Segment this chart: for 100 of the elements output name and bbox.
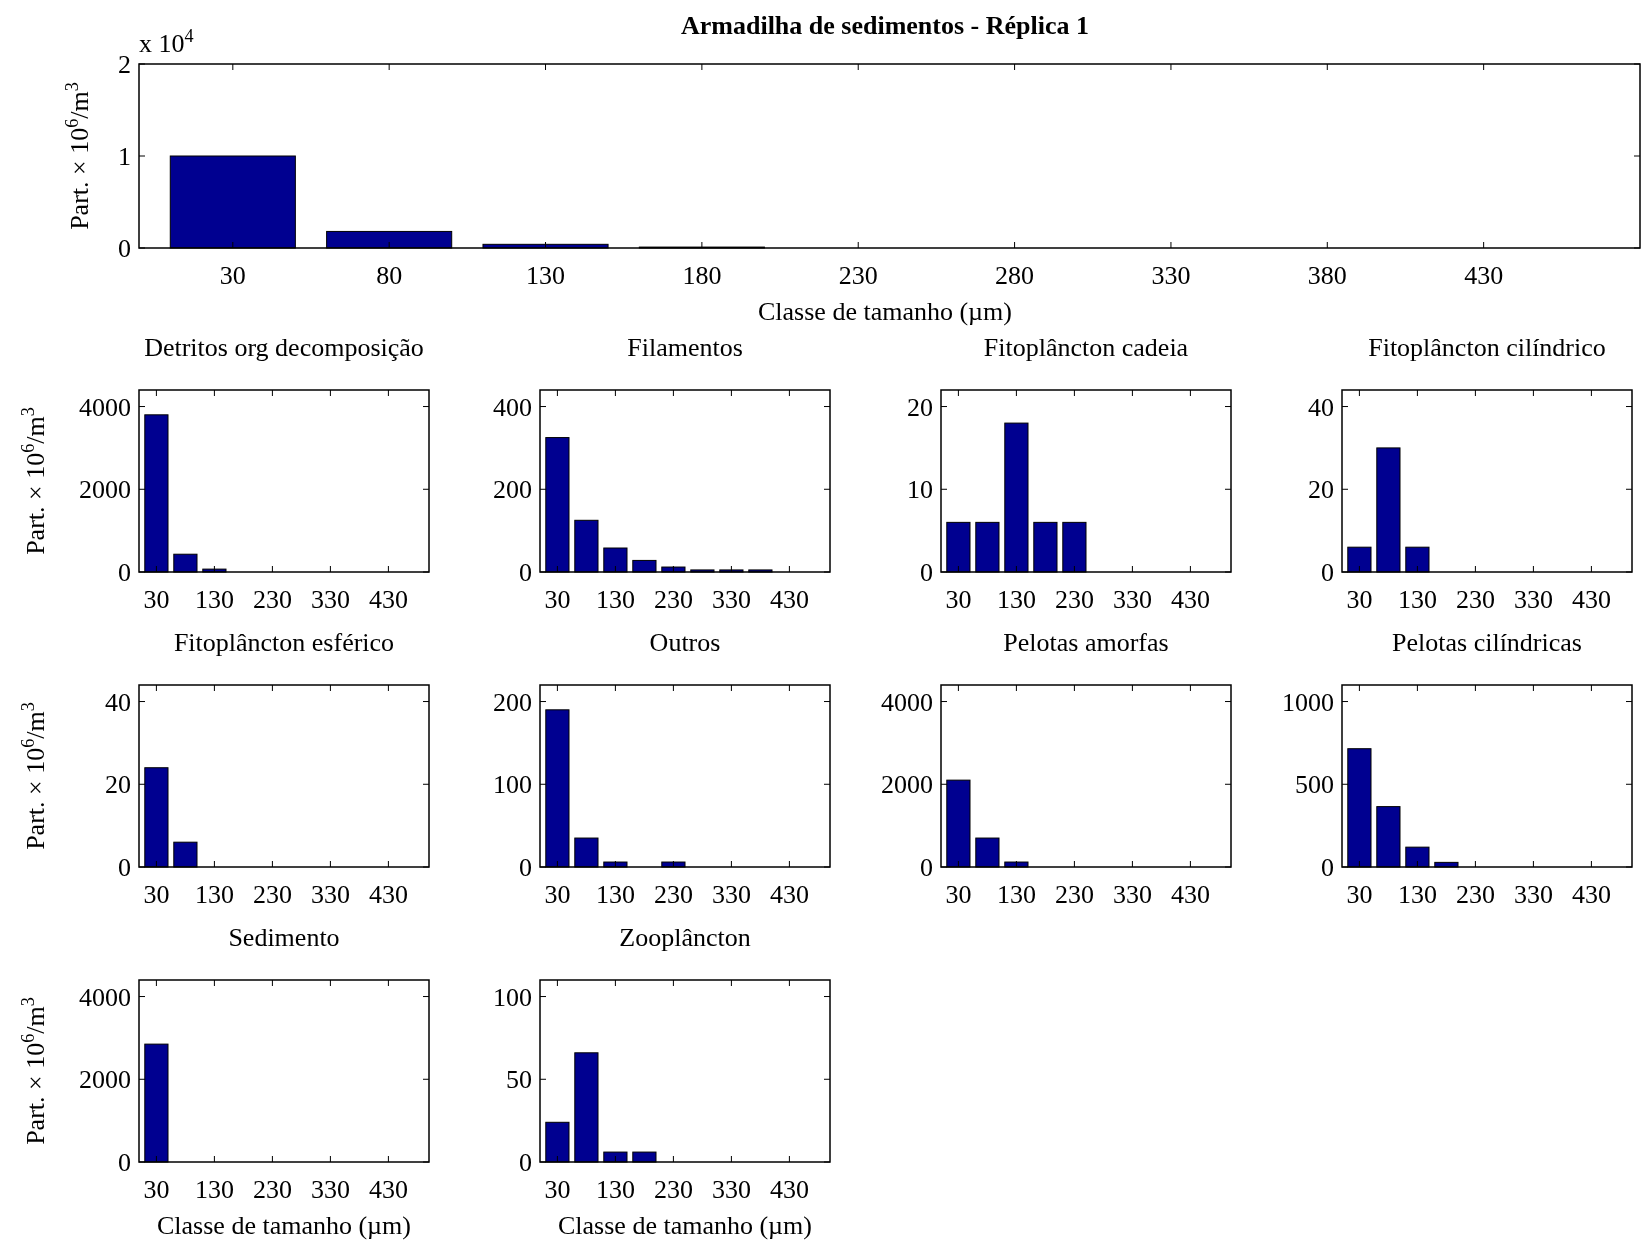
x-tick-label: 230 bbox=[653, 585, 693, 614]
x-tick-label: 130 bbox=[194, 880, 234, 909]
y-tick-label: 400 bbox=[493, 392, 532, 422]
x-tick-label: 430 bbox=[368, 1175, 408, 1204]
x-tick-label: 430 bbox=[1464, 261, 1504, 290]
x-tick-label: 330 bbox=[1513, 585, 1553, 614]
x-tick-label: 30 bbox=[945, 880, 972, 909]
x-tick-label: 30 bbox=[1346, 585, 1373, 614]
y-tick-label: 4000 bbox=[79, 392, 131, 422]
x-tick-label: 380 bbox=[1307, 261, 1347, 290]
x-tick-label: 180 bbox=[682, 261, 722, 290]
x-tick-label: 230 bbox=[838, 261, 878, 290]
x-tick-label: 230 bbox=[653, 1175, 693, 1204]
x-tick-label: 30 bbox=[544, 585, 571, 614]
x-axis-title: Classe de tamanho (µm) bbox=[558, 1211, 812, 1240]
x-tick-label: 130 bbox=[1397, 880, 1437, 909]
x-tick-label: 430 bbox=[368, 880, 408, 909]
y-tick-label: 40 bbox=[105, 687, 131, 717]
x-tick-label: 30 bbox=[544, 880, 571, 909]
y-tick-label: 0 bbox=[920, 558, 933, 588]
x-tick-label: 330 bbox=[310, 880, 350, 909]
x-tick-label: 430 bbox=[769, 1175, 809, 1204]
x-tick-label: 130 bbox=[595, 1175, 635, 1204]
x-tick-label: 130 bbox=[996, 585, 1036, 614]
x-tick-label: 230 bbox=[1054, 585, 1094, 614]
chart-title: Fitoplâncton cilíndrico bbox=[1368, 333, 1606, 362]
y-tick-label: 0 bbox=[118, 558, 131, 588]
x-tick-label: 330 bbox=[310, 585, 350, 614]
x-tick-label: 130 bbox=[526, 261, 566, 290]
x-tick-label: 430 bbox=[368, 585, 408, 614]
x-tick-label: 130 bbox=[996, 880, 1036, 909]
y-tick-label: 0 bbox=[1321, 853, 1334, 883]
chart-title: Detritos org decomposição bbox=[144, 333, 424, 362]
y-tick-label: 2 bbox=[118, 50, 131, 80]
y-tick-label: 500 bbox=[1295, 770, 1334, 800]
x-tick-label: 430 bbox=[1170, 585, 1210, 614]
x-tick-label: 30 bbox=[143, 1175, 170, 1204]
y-tick-label: 200 bbox=[493, 687, 532, 717]
chart-title: Pelotas amorfas bbox=[1003, 628, 1169, 657]
y-tick-label: 1 bbox=[118, 142, 131, 172]
x-axis-title: Classe de tamanho (µm) bbox=[157, 1211, 411, 1240]
x-tick-label: 430 bbox=[1571, 585, 1611, 614]
x-tick-label: 30 bbox=[219, 261, 246, 290]
x-tick-label: 30 bbox=[143, 585, 170, 614]
x-tick-label: 330 bbox=[310, 1175, 350, 1204]
x-tick-label: 230 bbox=[653, 880, 693, 909]
x-tick-label: 230 bbox=[1455, 585, 1495, 614]
y-tick-label: 0 bbox=[519, 558, 532, 588]
x-tick-label: 330 bbox=[1151, 261, 1191, 290]
y-tick-label: 20 bbox=[1308, 475, 1334, 505]
y-tick-label: 4000 bbox=[881, 687, 933, 717]
y-tick-label: 1000 bbox=[1282, 687, 1334, 717]
chart-title: Sedimento bbox=[228, 923, 340, 952]
x-tick-label: 330 bbox=[711, 585, 751, 614]
y-tick-label: 0 bbox=[118, 853, 131, 883]
y-tick-label: 0 bbox=[519, 1148, 532, 1178]
x-tick-label: 330 bbox=[711, 880, 751, 909]
x-tick-label: 330 bbox=[711, 1175, 751, 1204]
y-tick-label: 50 bbox=[506, 1065, 532, 1095]
chart-title: Fitoplâncton esférico bbox=[173, 628, 395, 657]
chart-title: Outros bbox=[649, 628, 721, 657]
x-tick-label: 230 bbox=[1054, 880, 1094, 909]
y-tick-label: 0 bbox=[1321, 558, 1334, 588]
y-tick-label: 20 bbox=[907, 392, 933, 422]
y-tick-label: 2000 bbox=[79, 1065, 131, 1095]
x-tick-label: 30 bbox=[945, 585, 972, 614]
y-tick-label: 10 bbox=[907, 475, 933, 505]
x-tick-label: 230 bbox=[252, 585, 292, 614]
y-tick-label: 100 bbox=[493, 770, 532, 800]
chart-title: Armadilha de sedimentos - Réplica 1 bbox=[680, 11, 1090, 40]
y-tick-label: 100 bbox=[493, 982, 532, 1012]
y-tick-label: 4000 bbox=[79, 982, 131, 1012]
x-tick-label: 430 bbox=[1571, 880, 1611, 909]
y-tick-label: 20 bbox=[105, 770, 131, 800]
y-tick-label: 0 bbox=[118, 234, 131, 264]
text: x 10$^{4}$ bbox=[139, 26, 194, 58]
y-tick-label: 0 bbox=[519, 853, 532, 883]
x-tick-label: 230 bbox=[1455, 880, 1495, 909]
x-tick-label: 430 bbox=[1170, 880, 1210, 909]
y-tick-label: 200 bbox=[493, 475, 532, 505]
x-tick-label: 130 bbox=[194, 585, 234, 614]
x-tick-label: 430 bbox=[769, 585, 809, 614]
x-tick-label: 30 bbox=[544, 1175, 571, 1204]
x-tick-label: 330 bbox=[1513, 880, 1553, 909]
x-tick-label: 80 bbox=[376, 261, 403, 290]
x-tick-label: 280 bbox=[995, 261, 1035, 290]
y-tick-label: 2000 bbox=[79, 475, 131, 505]
x-tick-label: 230 bbox=[252, 880, 292, 909]
x-tick-label: 230 bbox=[252, 1175, 292, 1204]
x-tick-label: 130 bbox=[1397, 585, 1437, 614]
chart-title: Zooplâncton bbox=[619, 923, 751, 952]
y-tick-label: 0 bbox=[920, 853, 933, 883]
y-tick-label: 40 bbox=[1308, 392, 1334, 422]
x-tick-label: 30 bbox=[1346, 880, 1373, 909]
chart-title: Pelotas cilíndricas bbox=[1392, 628, 1582, 657]
y-tick-label: 0 bbox=[118, 1148, 131, 1178]
x-tick-label: 30 bbox=[143, 880, 170, 909]
y-tick-label: 2000 bbox=[881, 770, 933, 800]
chart-title: Fitoplâncton cadeia bbox=[983, 333, 1189, 362]
x-tick-label: 130 bbox=[595, 880, 635, 909]
